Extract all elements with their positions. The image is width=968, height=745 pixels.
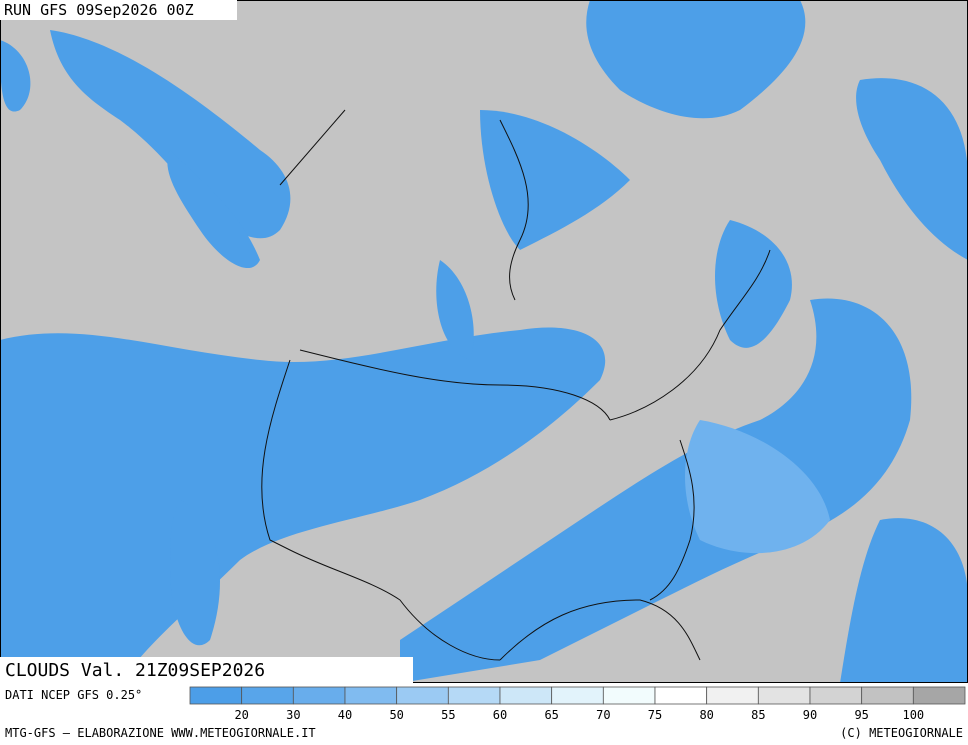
footer-left: MTG-GFS — ELABORAZIONE WWW.METEOGIORNALE… — [5, 726, 316, 740]
legend-swatch — [809, 686, 863, 705]
footer-right: (C) METEOGIORNALE — [840, 726, 963, 740]
legend-swatch — [912, 686, 966, 705]
run-title: RUN GFS 09Sep2026 00Z — [4, 1, 194, 19]
cloud-areas — [0, 0, 968, 683]
legend-swatch — [602, 686, 656, 705]
legend-label: 50 — [389, 708, 403, 722]
legend-label: 80 — [699, 708, 713, 722]
legend-label: 65 — [544, 708, 558, 722]
map-label: CLOUDS Val. 21Z09SEP2026 — [5, 660, 265, 681]
legend-swatch — [344, 686, 398, 705]
legend-swatch — [757, 686, 811, 705]
legend-swatch — [499, 686, 553, 705]
legend-label: 30 — [286, 708, 300, 722]
label-box — [0, 657, 413, 683]
legend-label: 90 — [803, 708, 817, 722]
legend-swatch — [654, 686, 708, 705]
legend-label: 75 — [648, 708, 662, 722]
legend-label: 20 — [234, 708, 248, 722]
map: RUN GFS 09Sep2026 00Z CLOUDS Val. 21Z09S… — [0, 0, 968, 683]
legend-swatch — [861, 686, 914, 705]
legend-source: DATI NCEP GFS 0.25° — [5, 688, 142, 702]
legend-swatch — [447, 686, 501, 705]
legend-swatch — [706, 686, 759, 705]
legend-swatch — [189, 686, 243, 705]
legend-swatch — [292, 686, 346, 705]
legend-label: 85 — [751, 708, 765, 722]
coastlines — [261, 109, 771, 661]
legend-label: 70 — [596, 708, 610, 722]
legend-label: 40 — [338, 708, 352, 722]
legend-label: 100 — [902, 708, 924, 722]
legend-label: 55 — [441, 708, 455, 722]
legend-swatch — [551, 686, 604, 705]
legend: DATI NCEP GFS 0.25° 20 30 40 50 55 60 65 70 75 80… — [5, 686, 966, 722]
legend-label: 60 — [493, 708, 507, 722]
title-box — [0, 0, 237, 20]
legend-swatch — [396, 686, 449, 705]
legend-label: 95 — [854, 708, 868, 722]
legend-swatch — [241, 686, 294, 705]
